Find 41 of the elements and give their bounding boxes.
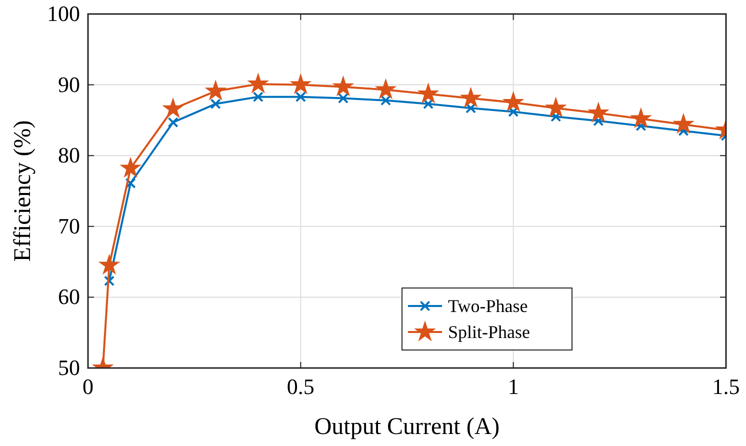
point (460, 88, 481, 107)
point (163, 98, 183, 118)
point (210, 98, 221, 110)
y-tick-label: 90 (58, 72, 80, 97)
point (674, 114, 694, 133)
point (376, 79, 396, 98)
point (290, 74, 311, 94)
point (252, 92, 264, 102)
point (678, 126, 689, 136)
point (104, 276, 115, 286)
point (593, 116, 604, 126)
point (422, 98, 434, 110)
y-tick-label: 70 (58, 213, 80, 238)
point (588, 102, 608, 122)
y-tick-label: 50 (58, 355, 80, 380)
point (248, 74, 268, 93)
y-tick-label: 100 (47, 1, 80, 26)
y-tick-label: 80 (58, 142, 80, 168)
legend-label: Two-Phase (448, 296, 528, 316)
x-tick-label: 0 (82, 374, 94, 399)
y-tick-label: 60 (58, 284, 80, 310)
point (546, 98, 566, 117)
point (338, 92, 348, 104)
point (631, 108, 651, 128)
x-tick-label: 1 (508, 374, 519, 399)
point (466, 102, 476, 114)
point (99, 254, 120, 274)
x-tick-label: 1.5 (712, 374, 740, 399)
point (418, 84, 438, 103)
point (295, 92, 306, 102)
point (206, 80, 226, 100)
x-tick-label: 0.5 (286, 374, 314, 399)
point (380, 95, 392, 106)
point (120, 158, 140, 177)
point (168, 117, 178, 128)
legend-label: Split-Phase (448, 322, 530, 342)
y-axis-title: Efficiency (%) (10, 120, 36, 262)
point (503, 92, 524, 112)
point (333, 76, 354, 96)
point (125, 178, 136, 189)
x-axis-title: Output Current (A) (314, 414, 500, 440)
